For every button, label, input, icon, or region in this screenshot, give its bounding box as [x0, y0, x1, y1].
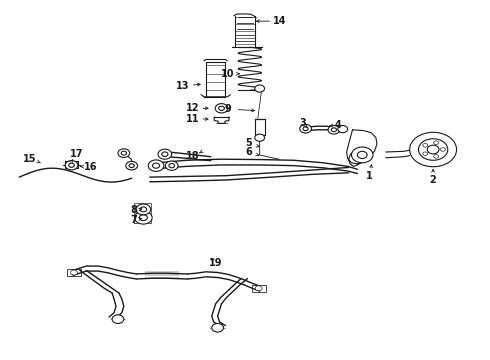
Text: 9: 9	[224, 104, 231, 114]
Text: 4: 4	[335, 121, 341, 130]
Circle shape	[255, 134, 265, 141]
Text: 18: 18	[186, 151, 199, 161]
Text: 8: 8	[130, 206, 137, 216]
Circle shape	[300, 125, 312, 133]
Circle shape	[418, 139, 448, 160]
Circle shape	[148, 160, 164, 171]
Circle shape	[152, 163, 160, 168]
Circle shape	[65, 161, 78, 170]
Text: 13: 13	[176, 81, 190, 91]
Circle shape	[410, 132, 457, 167]
Text: 7: 7	[130, 215, 137, 225]
Circle shape	[427, 145, 439, 154]
Circle shape	[434, 154, 439, 158]
Text: 12: 12	[186, 103, 199, 113]
Text: 19: 19	[209, 258, 222, 268]
Circle shape	[118, 149, 130, 157]
Circle shape	[357, 151, 367, 158]
Circle shape	[158, 149, 172, 159]
Circle shape	[136, 204, 151, 215]
Circle shape	[140, 207, 147, 212]
Text: 11: 11	[186, 114, 199, 124]
Circle shape	[434, 141, 439, 144]
Text: 6: 6	[245, 147, 252, 157]
Bar	[67, 269, 81, 276]
Circle shape	[162, 152, 168, 157]
Circle shape	[212, 323, 223, 332]
Text: 14: 14	[273, 16, 287, 26]
Circle shape	[255, 85, 265, 92]
Circle shape	[441, 148, 445, 151]
Text: 5: 5	[245, 139, 252, 148]
Circle shape	[331, 128, 337, 132]
Circle shape	[69, 163, 74, 167]
Circle shape	[165, 161, 178, 170]
Circle shape	[140, 215, 147, 221]
Text: 1: 1	[366, 171, 373, 181]
Circle shape	[126, 161, 138, 170]
Circle shape	[303, 127, 308, 131]
Text: 17: 17	[70, 149, 83, 159]
Text: 2: 2	[430, 175, 437, 185]
Circle shape	[328, 126, 340, 134]
Circle shape	[219, 106, 224, 111]
Bar	[252, 285, 266, 292]
Text: 16: 16	[84, 162, 98, 172]
Circle shape	[423, 144, 428, 147]
Circle shape	[351, 147, 373, 163]
Circle shape	[129, 164, 134, 168]
Circle shape	[71, 270, 77, 275]
Circle shape	[423, 152, 428, 156]
Circle shape	[255, 286, 262, 291]
Text: 10: 10	[221, 69, 235, 79]
Circle shape	[121, 151, 126, 155]
Circle shape	[169, 163, 174, 168]
Circle shape	[215, 104, 228, 113]
Text: 3: 3	[299, 118, 306, 128]
Circle shape	[338, 126, 347, 133]
Circle shape	[135, 211, 152, 224]
Text: 15: 15	[23, 154, 37, 164]
Circle shape	[112, 315, 124, 323]
